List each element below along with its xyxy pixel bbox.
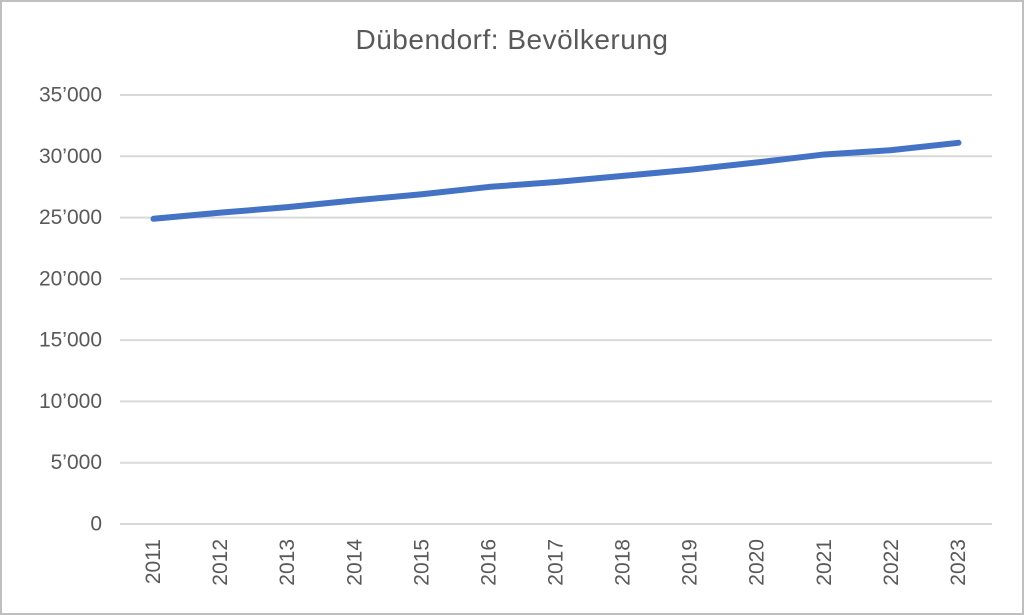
y-axis-tick-label: 25’000 bbox=[39, 206, 102, 229]
x-axis-tick-label: 2014 bbox=[343, 539, 366, 586]
x-axis-tick-label: 2016 bbox=[477, 539, 500, 586]
chart-title: Dübendorf: Bevölkerung bbox=[355, 24, 669, 55]
x-axis-tick-label: 2018 bbox=[612, 539, 635, 586]
x-axis-tick-label: 2013 bbox=[276, 539, 299, 586]
y-axis-tick-label: 15’000 bbox=[39, 329, 102, 352]
x-axis-tick-label: 2012 bbox=[209, 539, 232, 586]
x-axis-tick-label: 2017 bbox=[545, 539, 568, 586]
x-axis-tick-label: 2011 bbox=[142, 539, 165, 584]
y-axis-tick-label: 30’000 bbox=[39, 145, 102, 168]
y-axis-tick-label: 10’000 bbox=[39, 390, 102, 413]
y-axis-tick-label: 5’000 bbox=[51, 451, 102, 474]
x-axis-tick-label: 2023 bbox=[947, 539, 970, 586]
y-axis-tick-label: 0 bbox=[90, 513, 102, 536]
x-axis-tick-label: 2022 bbox=[880, 539, 903, 586]
x-axis-tick-label: 2020 bbox=[746, 539, 769, 586]
y-axis-tick-label: 20’000 bbox=[39, 267, 102, 290]
x-axis-tick-label: 2021 bbox=[813, 539, 836, 586]
y-axis-tick-label: 35’000 bbox=[39, 84, 102, 107]
x-axis-tick-label: 2015 bbox=[410, 539, 433, 586]
population-line-series bbox=[150, 139, 962, 222]
x-axis-tick-label: 2019 bbox=[679, 539, 702, 586]
